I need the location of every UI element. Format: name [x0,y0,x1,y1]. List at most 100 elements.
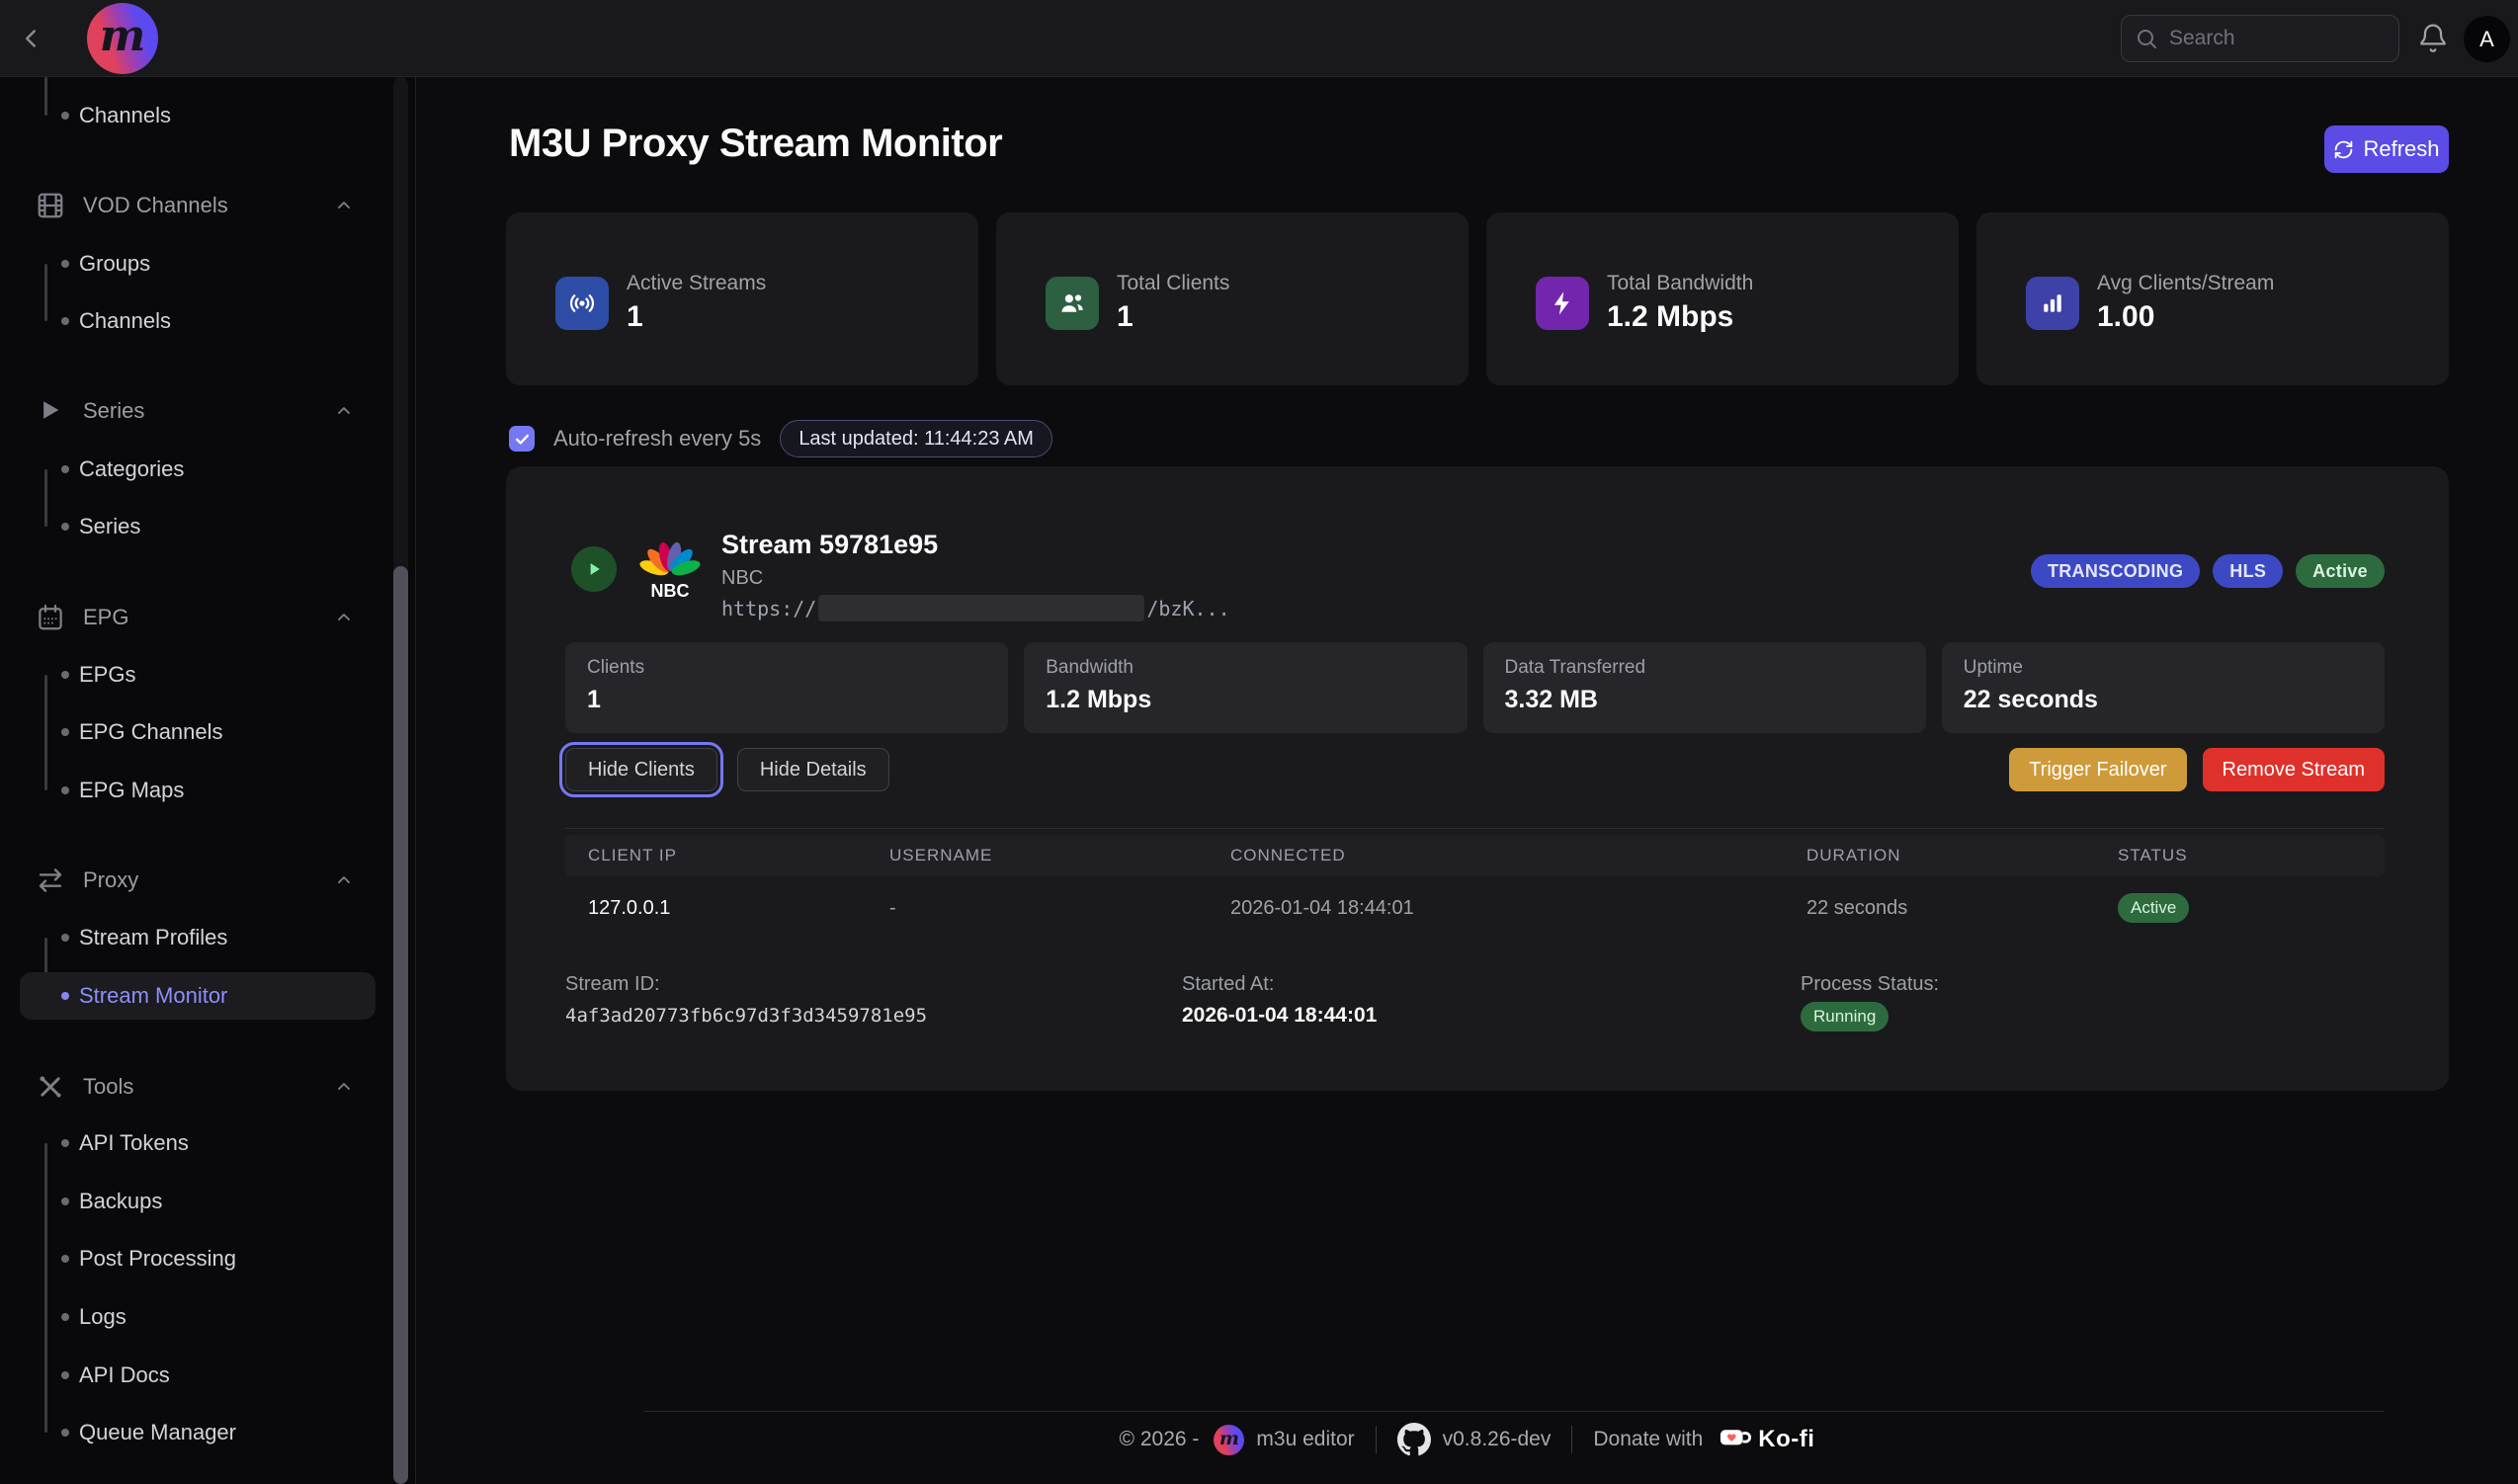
stream-url-prefix: https:// [721,596,817,620]
sidebar-item-api-tokens[interactable]: API Tokens [20,1119,376,1167]
search-icon [2135,27,2158,50]
nav-dot [61,1255,69,1263]
notifications-button[interactable] [2417,23,2449,54]
sidebar-section-tools[interactable]: Tools [20,1063,376,1111]
stream-url: https:// /bzK... [721,595,1230,621]
stat-card-total-bandwidth: Total Bandwidth 1.2 Mbps [1486,212,1959,385]
chevron-left-icon [16,24,45,53]
sidebar-item-label: API Tokens [79,1130,189,1155]
nav-dot [61,317,69,325]
divider [565,828,2385,829]
footer-app-name: m3u editor [1256,1428,1355,1450]
bell-icon [2417,23,2449,54]
stream-url-redacted [818,595,1145,621]
sidebar-item-logs[interactable]: Logs [20,1293,376,1341]
stream-title: Stream 59781e95 [721,530,939,559]
sidebar-item-groups[interactable]: Groups [20,240,376,288]
kofi-link[interactable]: Ko-fi [1718,1426,1814,1453]
sidebar-item-api-docs[interactable]: API Docs [20,1352,376,1399]
autorefresh-checkbox[interactable] [509,426,535,452]
nav-dot [61,671,69,679]
sidebar-item-epg-maps[interactable]: EPG Maps [20,767,376,814]
footer-separator [1375,1426,1377,1453]
nav-dot [61,1429,69,1437]
m3u-logo[interactable]: m [87,3,158,74]
avatar[interactable]: A [2464,16,2510,62]
refresh-label: Refresh [2363,136,2440,161]
nbc-logo: NBC [638,537,702,601]
detail-label: Stream ID: [565,973,660,995]
play-button[interactable] [571,546,617,592]
stat-label: Active Streams [627,272,767,294]
nav-connector [44,1143,47,1433]
search-input[interactable] [2121,15,2399,62]
sidebar-item-label: Stream Monitor [79,983,228,1008]
sidebar-item-label: Logs [79,1304,126,1329]
sidebar-section-series[interactable]: Series [20,387,376,435]
kofi-label: Ko-fi [1758,1426,1815,1452]
sidebar-section-label: VOD Channels [83,193,228,217]
sidebar-scrollbar-thumb[interactable] [393,566,408,1484]
sidebar-item-label: API Docs [79,1362,170,1387]
stream-metrics: Clients 1 Bandwidth 1.2 Mbps Data Transf… [565,642,2385,733]
sidebar-section-vod-channels[interactable]: VOD Channels [20,182,376,229]
nav-dot [61,523,69,531]
sidebar-section-proxy[interactable]: Proxy [20,857,376,904]
sidebar-item-categories[interactable]: Categories [20,446,376,493]
nav-dot [61,1313,69,1321]
nav-connector [44,77,47,116]
sidebar-section-label: Tools [83,1074,134,1099]
hide-clients-button[interactable]: Hide Clients [559,742,723,797]
footer-app-link[interactable]: m m3u editor [1214,1424,1355,1455]
sidebar-section-epg[interactable]: EPG [20,594,376,641]
calendar-icon [36,603,65,632]
table-row: 127.0.0.1 - 2026-01-04 18:44:01 22 secon… [565,876,2385,940]
stream-details: Stream ID: 4af3ad20773fb6c97d3f3d3459781… [565,973,1939,1031]
sidebar-item-vod-channels[interactable]: Channels [20,297,376,345]
stat-value: 1 [627,300,643,333]
metric-bandwidth: Bandwidth 1.2 Mbps [1024,642,1468,733]
sidebar-item-label: Groups [79,251,151,276]
sidebar-item-label: Queue Manager [79,1420,236,1444]
nav-dot [61,934,69,942]
metric-data-transferred: Data Transferred 3.32 MB [1482,642,1926,733]
detail-started-at: Started At: 2026-01-04 18:44:01 [1182,973,1801,1031]
refresh-button[interactable]: Refresh [2324,125,2449,173]
trigger-failover-button[interactable]: Trigger Failover [2009,748,2187,791]
users-icon [1046,276,1099,330]
nav-dot [61,1197,69,1205]
started-at-value: 2026-01-04 18:44:01 [1182,1004,1378,1027]
nav-dot-active [61,992,69,1000]
sidebar-item-label: Series [79,514,141,538]
nbc-logo-text: NBC [651,581,690,601]
stream-badges: TRANSCODING HLS Active [2030,554,2385,588]
nav-connector [44,675,47,790]
footer-version-link[interactable]: v0.8.26-dev [1396,1423,1552,1456]
chevron-up-icon [334,608,354,627]
metric-value: 1.2 Mbps [1046,686,1152,713]
tools-icon [36,1072,65,1102]
sidebar: Channels VOD Channels Groups Channels Se… [0,77,416,1484]
back-button[interactable] [16,24,45,53]
stat-value: 1.00 [2097,300,2155,333]
sidebar-item-series[interactable]: Series [20,503,376,550]
sidebar-item-stream-profiles[interactable]: Stream Profiles [20,914,376,961]
footer-divider [644,1411,2384,1412]
sidebar-item-post-processing[interactable]: Post Processing [20,1235,376,1282]
sidebar-item-epgs[interactable]: EPGs [20,651,376,699]
sidebar-item-epg-channels[interactable]: EPG Channels [20,708,376,756]
stat-label: Avg Clients/Stream [2097,272,2275,294]
sidebar-item-backups[interactable]: Backups [20,1178,376,1225]
remove-stream-button[interactable]: Remove Stream [2202,748,2385,791]
footer-version: v0.8.26-dev [1442,1428,1552,1450]
nav-dot [61,1371,69,1379]
sidebar-item-channels[interactable]: Channels [20,92,376,139]
sidebar-item-stream-monitor[interactable]: Stream Monitor [20,972,376,1020]
hide-details-button[interactable]: Hide Details [736,748,889,791]
chevron-up-icon [334,870,354,890]
clients-table-header: CLIENT IP USERNAME CONNECTED DURATION ST… [565,835,2385,876]
sidebar-item-label: Categories [79,456,185,481]
stream-card: NBC Stream 59781e95 NBC https:// /bzK...… [506,466,2449,1091]
sidebar-item-queue-manager[interactable]: Queue Manager [20,1409,376,1456]
refresh-icon [2333,139,2354,160]
